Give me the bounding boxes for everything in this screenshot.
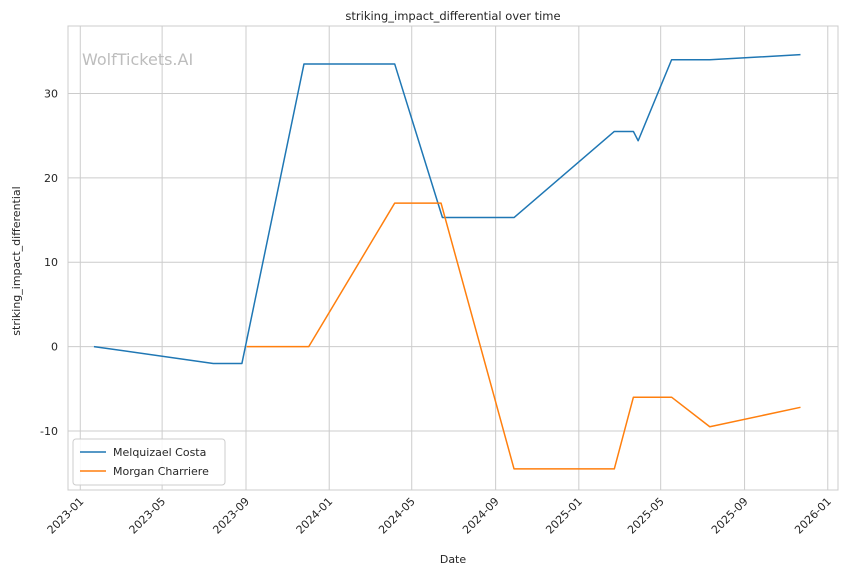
legend-label: Morgan Charriere — [113, 465, 209, 478]
y-tick-label: 30 — [44, 87, 58, 100]
y-axis-ticks: -10 0 10 20 30 — [40, 87, 58, 437]
chart-title: striking_impact_differential over time — [345, 9, 560, 23]
y-tick-label: 10 — [44, 256, 58, 269]
legend: Melquizael Costa Morgan Charriere — [72, 438, 226, 486]
grid — [68, 26, 838, 490]
y-tick-label: 20 — [44, 172, 58, 185]
y-tick-label: 0 — [51, 341, 58, 354]
y-tick-label: -10 — [40, 425, 58, 438]
x-axis-label: Date — [440, 553, 467, 566]
y-axis-label: striking_impact_differential — [10, 186, 23, 335]
legend-label: Melquizael Costa — [113, 446, 206, 459]
series-line-2 — [246, 202, 801, 470]
series-lines — [93, 53, 801, 470]
legend-box — [72, 438, 226, 486]
plot-frame — [67, 25, 839, 491]
watermark: WolfTickets.AI — [82, 50, 193, 69]
series-line-1 — [93, 53, 801, 365]
